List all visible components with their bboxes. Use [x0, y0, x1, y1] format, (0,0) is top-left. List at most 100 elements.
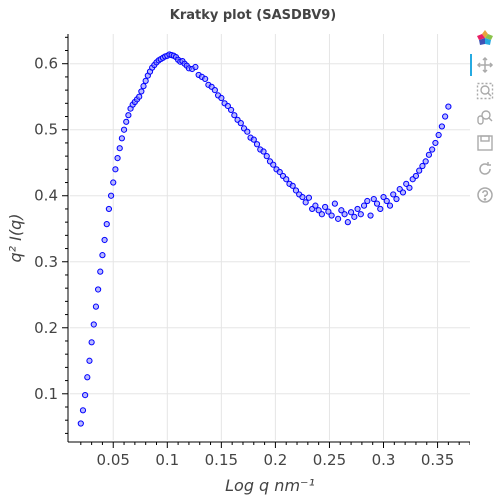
data-point	[105, 205, 113, 213]
data-point	[77, 420, 84, 427]
data-point	[344, 219, 351, 226]
x-tick-label: 0.2	[263, 451, 287, 469]
data-point	[292, 187, 300, 194]
data-point	[399, 189, 407, 196]
data-point	[237, 120, 244, 127]
data-point	[192, 63, 199, 71]
data-point	[114, 155, 121, 162]
box-zoom-icon[interactable]	[474, 80, 496, 102]
data-point	[92, 303, 100, 310]
data-point	[383, 197, 390, 205]
data-point	[403, 180, 410, 187]
y-tick-label: 0.3	[34, 253, 58, 271]
data-point	[390, 191, 397, 198]
y-tick-label: 0.1	[34, 385, 58, 403]
data-point	[315, 207, 322, 214]
y-tick-label: 0.5	[34, 121, 58, 139]
data-point	[123, 118, 130, 125]
data-point	[101, 236, 108, 244]
data-point	[99, 252, 106, 259]
x-tick-label: 0.1	[155, 451, 179, 469]
data-point	[244, 128, 251, 135]
data-point	[445, 103, 452, 110]
data-point	[138, 88, 145, 95]
data-point	[250, 136, 257, 143]
data-point	[318, 211, 325, 218]
data-point	[120, 126, 128, 133]
data-point	[299, 193, 306, 201]
data-point	[116, 145, 123, 152]
data-point	[97, 268, 104, 275]
data-point	[360, 202, 368, 209]
help-icon[interactable]	[474, 184, 496, 206]
data-point	[82, 392, 89, 399]
data-point	[377, 205, 384, 213]
data-point	[354, 205, 361, 213]
data-point	[435, 131, 442, 139]
data-point	[412, 172, 420, 180]
data-point	[276, 168, 283, 176]
data-point	[386, 202, 394, 209]
data-point	[263, 153, 270, 160]
data-point	[438, 123, 445, 130]
data-point	[419, 162, 426, 170]
x-tick-label: 0.05	[97, 451, 130, 469]
data-point	[322, 203, 329, 211]
data-point	[364, 197, 371, 205]
data-point	[140, 83, 147, 90]
y-tick-label: 0.4	[34, 187, 58, 205]
data-point	[373, 200, 381, 207]
data-point	[231, 112, 238, 119]
x-axis-label: Log q nm⁻¹	[225, 476, 315, 495]
data-point	[125, 112, 132, 119]
data-point	[302, 199, 309, 206]
data-point	[429, 146, 436, 153]
data-point	[380, 193, 387, 201]
data-point	[211, 87, 218, 94]
data-point	[416, 167, 423, 174]
data-point	[328, 212, 335, 219]
x-tick-label: 0.35	[421, 451, 454, 469]
data-point	[406, 184, 413, 191]
data-point	[90, 321, 97, 328]
data-point	[95, 286, 102, 293]
chart-title: Kratky plot (SASDBV9)	[170, 8, 337, 23]
data-point	[351, 213, 358, 220]
data-point	[425, 151, 433, 158]
data-point	[335, 215, 342, 222]
data-points	[77, 51, 452, 427]
x-tick-label: 0.25	[313, 451, 346, 469]
grid-lines	[70, 34, 470, 440]
data-point	[338, 207, 345, 214]
wheel-zoom-icon[interactable]	[474, 106, 496, 128]
data-point	[136, 93, 143, 100]
data-point	[289, 182, 296, 189]
reset-icon[interactable]	[474, 158, 496, 180]
bokeh-logo-icon[interactable]	[474, 28, 496, 50]
y-tick-label: 0.6	[34, 55, 58, 73]
data-point	[103, 221, 110, 228]
data-point	[357, 211, 364, 218]
save-icon[interactable]	[474, 132, 496, 154]
y-tick-label: 0.2	[34, 319, 58, 337]
data-point	[325, 208, 332, 215]
data-point	[370, 195, 377, 203]
data-point	[118, 135, 125, 142]
data-point	[432, 139, 439, 147]
y-axis-label: q² I(q)	[6, 213, 25, 262]
data-point	[312, 202, 319, 209]
data-point	[112, 166, 119, 173]
data-point	[224, 102, 231, 110]
data-point	[227, 106, 235, 114]
data-point	[84, 374, 91, 381]
data-point	[331, 200, 338, 207]
data-point	[341, 211, 348, 218]
data-point	[202, 75, 209, 82]
data-point	[107, 192, 115, 199]
pan-icon[interactable]	[470, 54, 496, 76]
data-point	[347, 209, 355, 216]
data-point	[88, 339, 95, 346]
data-point	[442, 113, 449, 120]
plot-toolbar	[470, 28, 500, 210]
data-point	[218, 94, 225, 102]
